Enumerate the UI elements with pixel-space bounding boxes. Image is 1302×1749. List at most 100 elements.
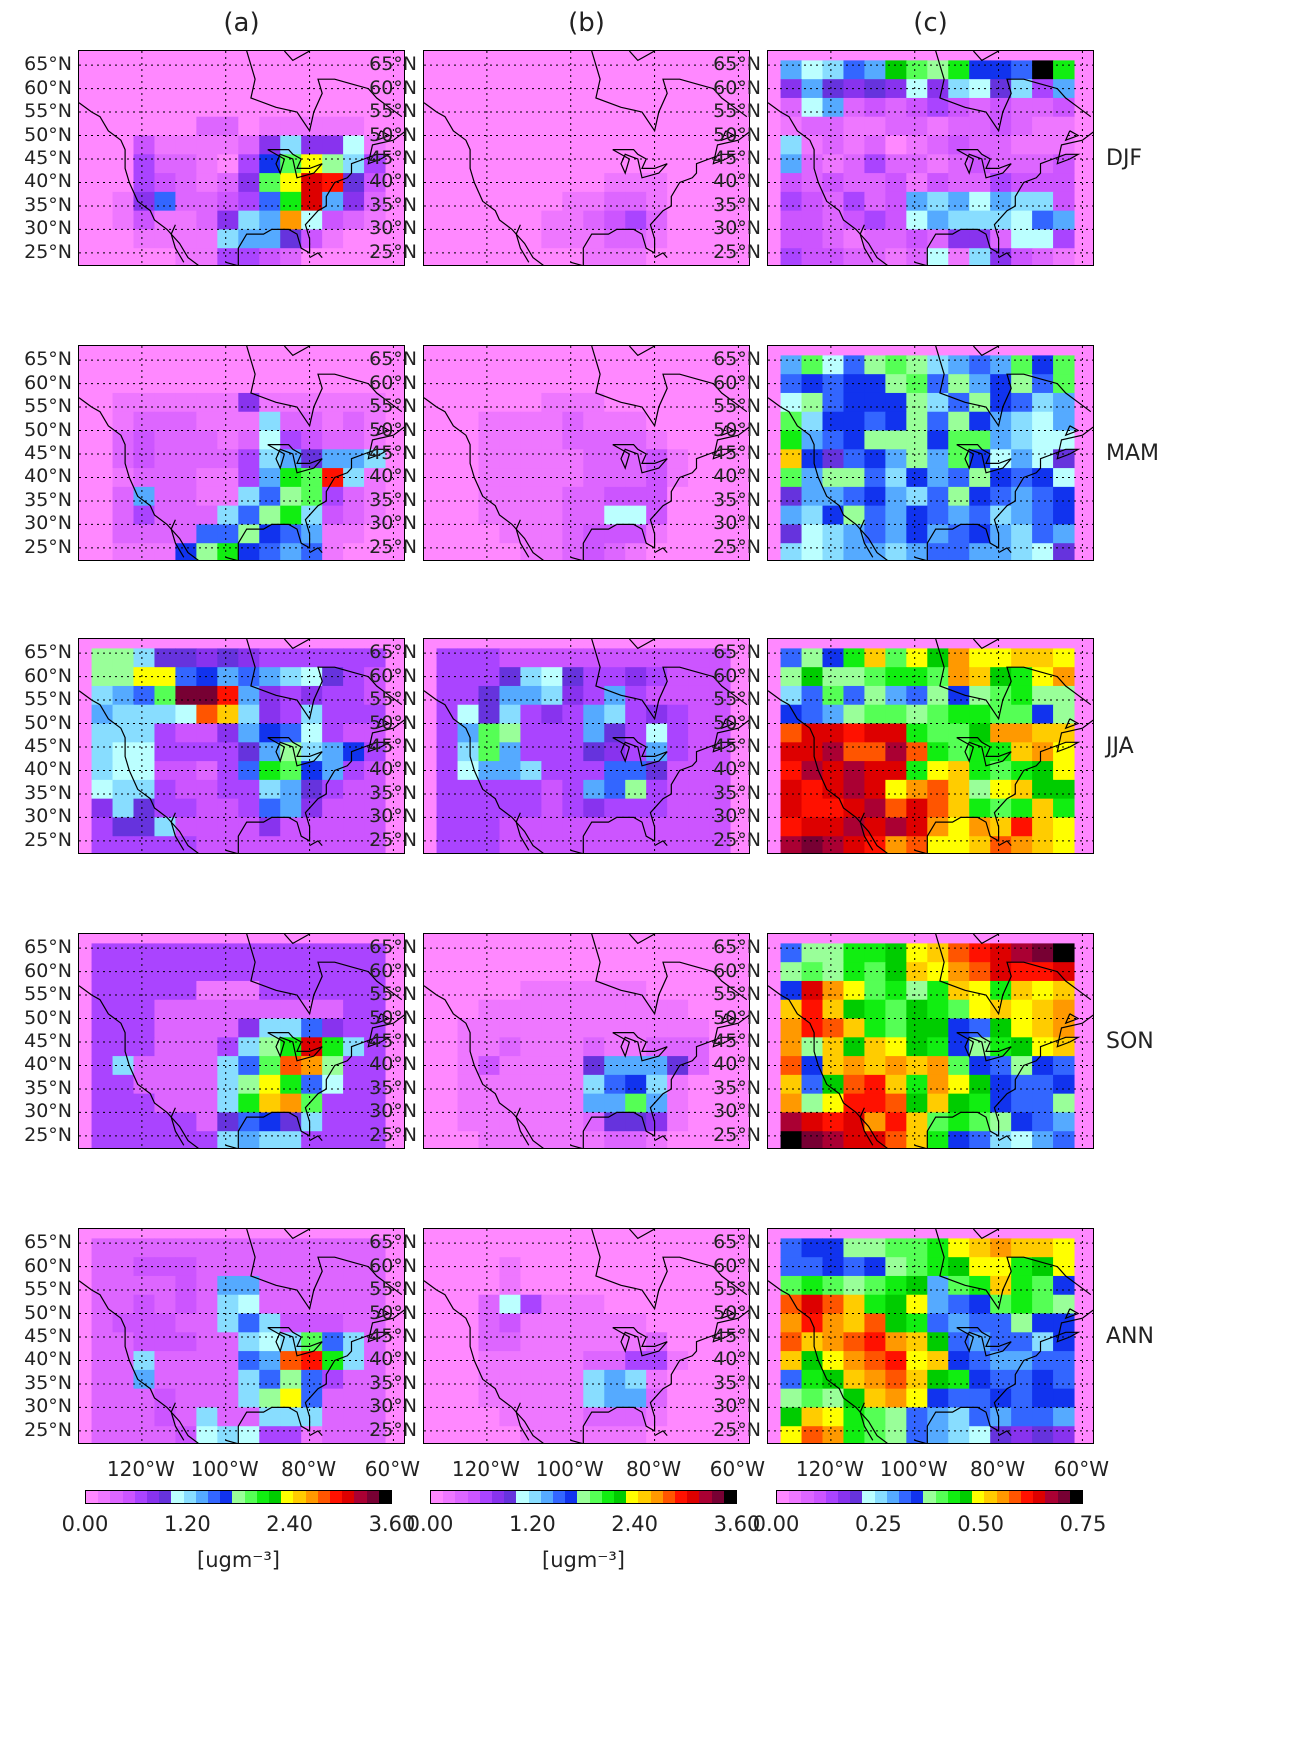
coastline [267,737,323,767]
heatmap-cell [927,685,949,706]
heatmap-cell [259,1426,281,1443]
lat-tick-label: 35°N [24,781,72,804]
heatmap-cell [906,1407,928,1427]
heatmap-cell [133,1093,155,1113]
heatmap-cell [562,685,584,706]
lat-tick-label: 65°N [24,1231,72,1254]
colorbar-swatch [874,1491,887,1503]
colorbar-tick-label: 0.00 [61,1512,109,1536]
heatmap-cell [343,191,365,212]
heatmap-cell [196,1131,218,1148]
heatmap-cell [780,761,803,781]
heatmap-cell [217,943,239,963]
heatmap-cell [133,999,155,1020]
heatmap-cell [112,761,134,781]
heatmap-cell [688,1238,710,1258]
heatmap-cell [801,468,823,488]
heatmap-cell [927,1112,949,1132]
heatmap-cell [364,1018,386,1038]
heatmap-cell [948,411,970,432]
lat-tick-label: 45°N [24,1030,72,1052]
heatmap-cell [154,60,176,80]
heatmap-cell [280,1388,302,1408]
heatmap-cell [1053,999,1075,1020]
heatmap-cell [646,374,668,394]
heatmap-cell [478,116,500,137]
coastline [267,1327,323,1357]
heatmap-cell [520,116,542,137]
heatmap-cell [822,943,844,963]
heatmap-cell [948,1369,970,1390]
heatmap-cell [499,392,521,413]
heatmap-cell [196,486,218,507]
heatmap-cell [990,817,1012,837]
heatmap-cell [541,761,563,781]
heatmap-cell [646,817,668,837]
heatmap-cell [301,79,323,99]
heatmap-cell [885,1351,907,1371]
heatmap-cell [91,486,114,507]
heatmap-cell [478,411,500,432]
heatmap-cell [364,524,386,544]
heatmap-cell [1011,704,1033,725]
heatmap-cell [885,1426,907,1443]
heatmap-cell [259,1131,281,1148]
heatmap-cell [217,798,239,818]
heatmap-cell [217,97,239,118]
heatmap-cell [322,685,344,706]
heatmap-cell [322,1313,344,1333]
heatmap-cell [1032,943,1054,963]
heatmap-cell [196,374,218,394]
heatmap-cell [562,60,584,80]
heatmap-cell [343,798,365,818]
heatmap-cell [457,79,479,99]
heatmap-cell [1011,1294,1033,1315]
heatmap-cell [604,761,626,781]
heatmap-cell [436,191,459,212]
heatmap-cell [436,173,459,193]
heatmap-cell [541,1388,563,1408]
heatmap-cell [499,135,521,155]
heatmap-cell [990,836,1012,853]
heatmap-cell [133,411,155,432]
heatmap-cell [259,1037,281,1057]
heatmap-cell [238,685,260,706]
heatmap-cell [154,1093,176,1113]
heatmap-cell [688,1056,710,1076]
heatmap-cell [217,1369,239,1390]
heatmap-cell [885,1131,907,1148]
heatmap-cell [499,836,521,853]
heatmap-cell [541,79,563,99]
heatmap-cell [196,79,218,99]
heatmap-cell [343,723,365,743]
heatmap-cell [112,1407,134,1427]
heatmap-cell [154,1332,176,1352]
heatmap-cell [885,1074,907,1095]
colorbar-swatch [183,1491,196,1503]
heatmap-cell [990,742,1012,762]
lat-tick-label: 65°N [713,1231,761,1254]
heatmap-cell [364,1093,386,1113]
heatmap-cell [259,1369,281,1390]
heatmap-cell [196,1257,218,1277]
heatmap-cell [801,449,823,469]
lat-tick-label: 60°N [24,959,72,982]
lat-tick-label: 50°N [369,418,417,441]
heatmap-cell [112,1131,134,1148]
heatmap-cell [343,449,365,469]
heatmap-cell [927,524,949,544]
heatmap-cell [646,761,668,781]
heatmap-cell [175,430,197,450]
heatmap-cell [499,210,521,230]
lat-tick-label: 40°N [713,758,761,781]
heatmap-cell [154,248,176,265]
heatmap-cell [112,667,134,687]
lat-tick-label: 30°N [369,1100,417,1123]
heatmap-cell [990,1131,1012,1148]
heatmap-cell [112,191,134,212]
heatmap-cell [175,723,197,743]
heatmap-cell [478,524,500,544]
heatmap-cell [436,449,459,469]
heatmap-cell [780,648,803,668]
heatmap-cell [604,505,626,525]
